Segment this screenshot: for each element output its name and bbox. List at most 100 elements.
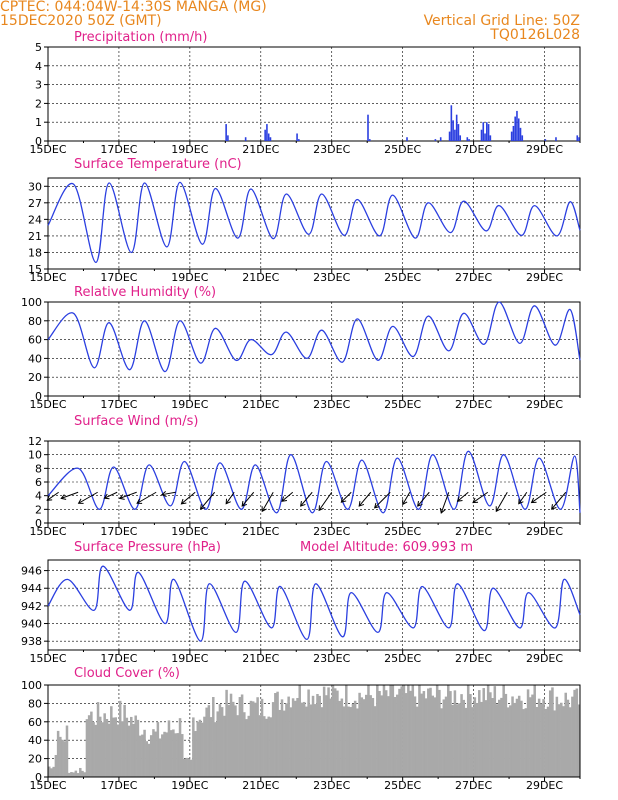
cloud-bar (50, 768, 53, 777)
cloud-bar (276, 691, 279, 777)
x-tick-label: 25DEC (384, 143, 421, 156)
cloud-bar (575, 688, 579, 777)
cloud-bar (422, 691, 426, 777)
precip-bar (521, 135, 524, 141)
cloud-bar (495, 704, 499, 777)
cloud-bar (81, 770, 84, 777)
y-tick-label: 40 (28, 734, 42, 747)
wind-arrow-head (340, 497, 347, 503)
cloud-bar (176, 733, 180, 777)
cloud-bar (289, 707, 293, 777)
cloud-bar (373, 706, 377, 777)
cloud-bar (85, 719, 89, 777)
cloud-bar (240, 694, 244, 777)
x-tick-label: 29DEC (526, 398, 563, 411)
cloud-bar (127, 725, 131, 777)
cloud-bar (429, 687, 432, 777)
x-tick-label: 19DEC (171, 271, 208, 284)
x-tick-label: 21DEC (242, 779, 279, 792)
wind-arrow (340, 491, 352, 503)
cloud-bar (404, 693, 408, 777)
panel-frame (47, 46, 581, 142)
y-tick-label: 27 (28, 197, 42, 210)
cloud-bar (342, 706, 346, 777)
precip-bar (406, 137, 408, 141)
cloud-bar (447, 685, 450, 777)
wind-arrow (300, 491, 313, 507)
wind-arrow (225, 491, 235, 505)
wind-arrow (241, 491, 255, 507)
wind-arrow-head (456, 496, 463, 502)
precip-bar (266, 124, 268, 141)
wind-arrow (136, 491, 157, 504)
cloud-bar (367, 685, 370, 777)
cloud-bar (409, 690, 412, 777)
cloud-bar (274, 693, 277, 777)
panel-title: Relative Humidity (%) (74, 285, 216, 300)
cloud-bar (345, 685, 348, 777)
cloud-bar (482, 688, 485, 777)
cloud-bar (427, 688, 430, 777)
panel-subtitle: Model Altitude: 609.993 m (300, 540, 473, 555)
cloud-bar (61, 739, 64, 777)
cloud-bar (509, 705, 512, 777)
y-tick-label: 24 (28, 213, 42, 226)
x-tick-label: 15DEC (29, 652, 66, 665)
cloud-bar (67, 772, 71, 777)
x-tick-label: 21DEC (242, 271, 279, 284)
y-tick-label: 20 (28, 371, 42, 384)
cloud-bar (196, 721, 200, 777)
cloud-bar (484, 700, 488, 777)
cloud-bar (147, 743, 151, 777)
cloud-bar (181, 734, 184, 777)
cloud-bar (79, 767, 82, 777)
precip-bar (510, 131, 513, 141)
precip-bar (514, 116, 516, 141)
x-tick-label: 19DEC (171, 398, 208, 411)
y-tick-label: 80 (28, 697, 42, 710)
cloud-bar (161, 734, 164, 777)
cloud-bar (300, 702, 304, 777)
cloud-bar (154, 731, 157, 777)
x-tick-label: 17DEC (100, 652, 137, 665)
precip-bar (367, 114, 369, 141)
cloud-bar (218, 704, 222, 777)
cloud-bar (318, 695, 321, 777)
wind-arrow (531, 491, 547, 503)
x-tick-label: 27DEC (455, 525, 492, 538)
wind-arrow (318, 491, 333, 511)
cloud-bar (493, 686, 497, 777)
cloud-bar (205, 707, 208, 777)
wind-arrow (402, 492, 411, 505)
x-tick-label: 19DEC (171, 652, 208, 665)
x-tick-label: 25DEC (384, 398, 421, 411)
x-tick-label: 23DEC (313, 398, 350, 411)
cloud-bar (265, 718, 268, 777)
precip-bar (454, 129, 456, 141)
x-tick-label: 29DEC (526, 779, 563, 792)
wind-arrow-head (103, 493, 110, 500)
cloud-bar (63, 741, 67, 777)
panel-frame (47, 177, 581, 270)
cloud-bar (371, 697, 375, 777)
y-tick-label: 40 (28, 352, 42, 365)
cloud-bar (349, 707, 352, 777)
cloud-bar (420, 693, 423, 777)
cloud-bar (149, 735, 153, 777)
y-tick-label: 20 (28, 753, 42, 766)
cloud-bar (384, 690, 388, 777)
cloud-bar (280, 699, 284, 777)
cloud-bar (466, 685, 470, 777)
cloud-bar (529, 697, 532, 777)
panel-frame (47, 559, 581, 651)
cloud-bar (54, 754, 58, 777)
cloud-bar (234, 705, 237, 777)
cloud-bar (238, 697, 242, 777)
cloud-bar (101, 722, 104, 777)
cloud-bar (471, 707, 474, 777)
precip-bar (512, 125, 515, 141)
cloud-bar (497, 699, 501, 777)
cloud-bar (76, 773, 80, 777)
wind-arrow (46, 491, 59, 501)
y-tick-label: 1 (35, 116, 42, 129)
